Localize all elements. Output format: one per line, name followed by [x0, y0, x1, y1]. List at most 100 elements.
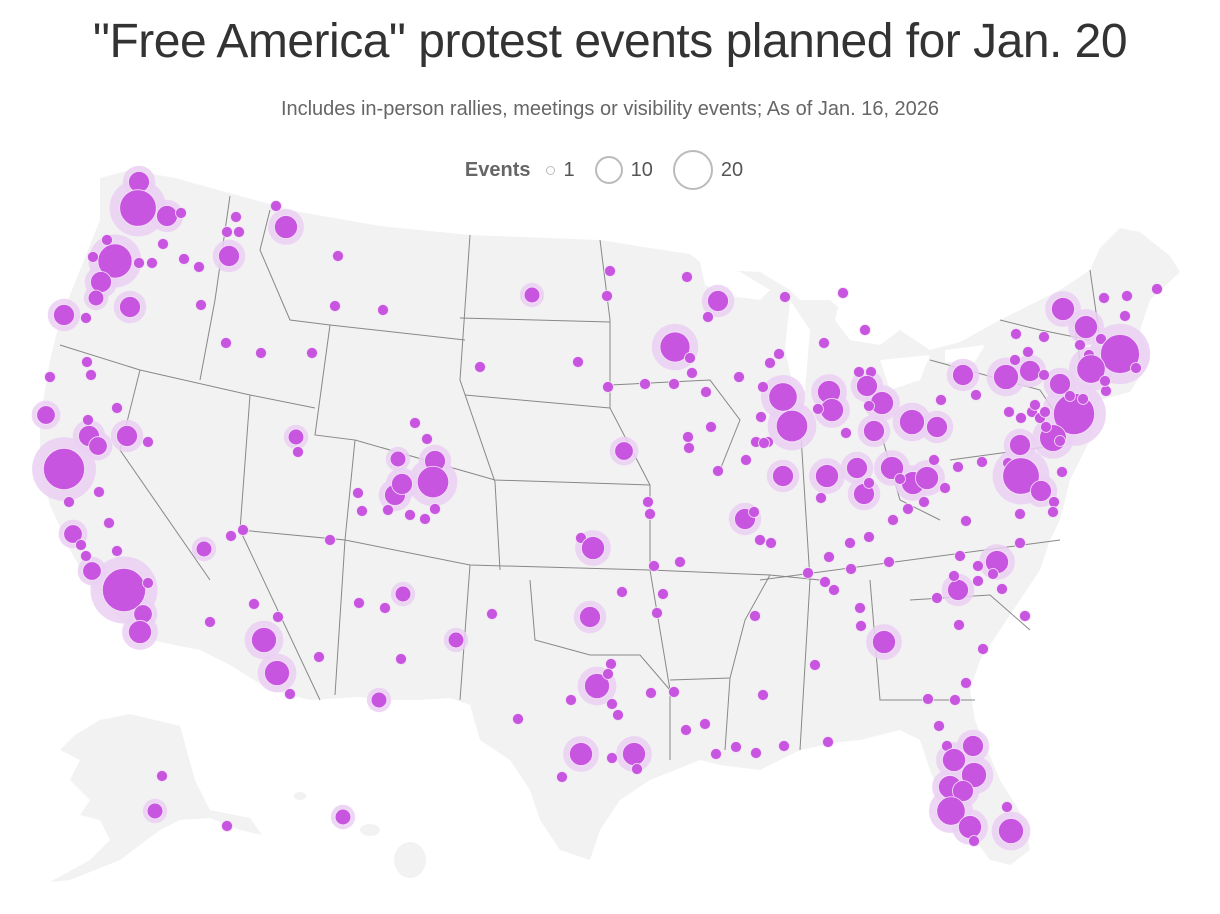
event-bubble[interactable] [1022, 346, 1034, 358]
event-bubble[interactable] [103, 517, 115, 529]
event-bubble[interactable] [1100, 385, 1112, 397]
event-bubble[interactable] [178, 253, 190, 265]
event-bubble[interactable] [702, 311, 714, 323]
event-bubble[interactable] [987, 568, 999, 580]
event-bubble[interactable] [682, 431, 694, 443]
event-bubble[interactable] [324, 534, 336, 546]
event-bubble[interactable] [757, 381, 769, 393]
event-bubble[interactable] [146, 257, 158, 269]
event-bubble[interactable] [221, 226, 233, 238]
event-bubble[interactable] [822, 736, 834, 748]
event-bubble[interactable] [958, 815, 982, 839]
event-bubble[interactable] [264, 660, 290, 686]
event-bubble[interactable] [949, 694, 961, 706]
event-bubble[interactable] [1039, 406, 1051, 418]
event-bubble[interactable] [329, 300, 341, 312]
event-bubble[interactable] [1014, 508, 1026, 520]
event-bubble[interactable] [82, 414, 94, 426]
event-bubble[interactable] [863, 420, 885, 442]
event-bubble[interactable] [1100, 334, 1140, 374]
event-bubble[interactable] [1074, 315, 1098, 339]
event-bubble[interactable] [764, 357, 776, 369]
event-bubble[interactable] [802, 567, 814, 579]
event-bubble[interactable] [287, 428, 305, 446]
event-bubble[interactable] [856, 375, 878, 397]
event-bubble[interactable] [382, 504, 394, 516]
event-bubble[interactable] [332, 250, 344, 262]
event-bubble[interactable] [773, 348, 785, 360]
event-bubble[interactable] [1051, 297, 1075, 321]
event-bubble[interactable] [853, 366, 865, 378]
event-bubble[interactable] [204, 616, 216, 628]
event-bubble[interactable] [284, 688, 296, 700]
event-bubble[interactable] [1047, 506, 1059, 518]
event-bubble[interactable] [855, 620, 867, 632]
event-bubble[interactable] [421, 433, 433, 445]
event-bubble[interactable] [195, 540, 213, 558]
event-bubble[interactable] [668, 378, 680, 390]
event-bubble[interactable] [812, 403, 824, 415]
event-bubble[interactable] [952, 364, 974, 386]
event-bubble[interactable] [1095, 333, 1107, 345]
event-bubble[interactable] [272, 611, 284, 623]
event-bubble[interactable] [926, 416, 948, 438]
event-bubble[interactable] [894, 473, 906, 485]
event-bubble[interactable] [584, 673, 610, 699]
event-bubble[interactable] [1010, 328, 1022, 340]
event-bubble[interactable] [928, 454, 940, 466]
event-bubble[interactable] [684, 352, 696, 364]
event-bubble[interactable] [828, 584, 840, 596]
event-bubble[interactable] [128, 620, 152, 644]
event-bubble[interactable] [43, 448, 85, 490]
event-bubble[interactable] [195, 299, 207, 311]
event-bubble[interactable] [90, 271, 112, 293]
event-bubble[interactable] [952, 780, 974, 802]
event-bubble[interactable] [97, 243, 133, 279]
event-bubble[interactable] [931, 592, 943, 604]
event-bubble[interactable] [409, 417, 421, 429]
event-bubble[interactable] [572, 356, 584, 368]
event-bubble[interactable] [292, 446, 304, 458]
event-bubble[interactable] [863, 477, 875, 489]
event-bubble[interactable] [918, 496, 930, 508]
event-bubble[interactable] [1056, 466, 1068, 478]
event-bubble[interactable] [1030, 480, 1052, 502]
event-bubble[interactable] [970, 389, 982, 401]
event-bubble[interactable] [1001, 801, 1013, 813]
event-bubble[interactable] [631, 763, 643, 775]
event-bubble[interactable] [757, 689, 769, 701]
event-bubble[interactable] [119, 189, 157, 227]
event-bubble[interactable] [379, 602, 391, 614]
event-bubble[interactable] [768, 382, 798, 412]
event-bubble[interactable] [954, 550, 966, 562]
event-bubble[interactable] [429, 503, 441, 515]
event-bubble[interactable] [902, 503, 914, 515]
event-bubble[interactable] [353, 597, 365, 609]
event-bubble[interactable] [755, 411, 767, 423]
event-bubble[interactable] [1038, 369, 1050, 381]
event-bubble[interactable] [642, 496, 654, 508]
event-bubble[interactable] [809, 659, 821, 671]
event-bubble[interactable] [1054, 435, 1066, 447]
event-bubble[interactable] [844, 537, 856, 549]
event-bubble[interactable] [133, 257, 145, 269]
event-bubble[interactable] [602, 381, 614, 393]
event-bubble[interactable] [605, 658, 617, 670]
event-bubble[interactable] [977, 643, 989, 655]
event-bubble[interactable] [1003, 406, 1015, 418]
event-bubble[interactable] [942, 748, 966, 772]
event-bubble[interactable] [1019, 610, 1031, 622]
event-bubble[interactable] [815, 492, 827, 504]
event-bubble[interactable] [712, 465, 724, 477]
event-bubble[interactable] [948, 570, 960, 582]
event-bubble[interactable] [404, 509, 416, 521]
event-bubble[interactable] [1038, 331, 1050, 343]
event-bubble[interactable] [659, 331, 691, 363]
event-bubble[interactable] [233, 226, 245, 238]
event-bubble[interactable] [749, 610, 761, 622]
event-bubble[interactable] [111, 545, 123, 557]
event-bubble[interactable] [681, 271, 693, 283]
event-bubble[interactable] [1077, 393, 1089, 405]
event-bubble[interactable] [334, 808, 352, 826]
event-bubble[interactable] [657, 588, 669, 600]
